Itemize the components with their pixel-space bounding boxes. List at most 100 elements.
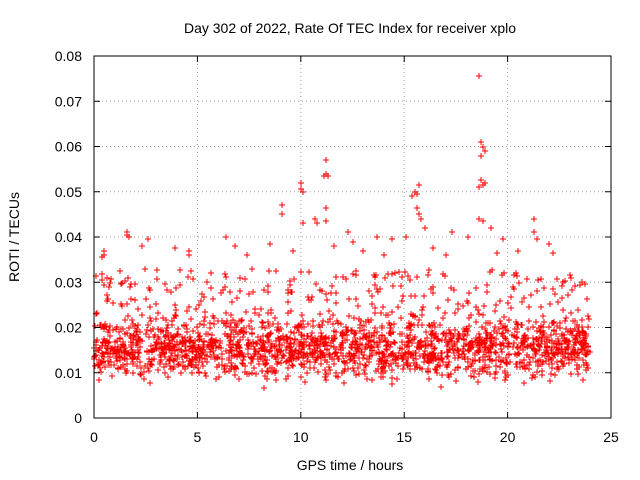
- data-point: [351, 352, 357, 358]
- data-point: [496, 354, 502, 360]
- data-point: [503, 336, 509, 342]
- data-point: [343, 353, 349, 359]
- data-point: [219, 362, 225, 368]
- data-point: [511, 272, 517, 278]
- data-point: [369, 301, 375, 307]
- data-point: [152, 342, 158, 348]
- data-point: [135, 306, 141, 312]
- data-point: [519, 299, 525, 305]
- data-point: [508, 305, 514, 311]
- data-point: [433, 367, 439, 373]
- data-point: [446, 327, 452, 333]
- data-point: [228, 337, 234, 343]
- data-point: [172, 302, 178, 308]
- data-point: [493, 363, 499, 369]
- data-point: [568, 310, 574, 316]
- data-point: [583, 352, 589, 358]
- data-point: [264, 357, 270, 363]
- data-point: [391, 321, 397, 327]
- data-point: [240, 334, 246, 340]
- data-point: [493, 357, 499, 363]
- data-point: [255, 334, 261, 340]
- data-point: [389, 375, 395, 381]
- data-point: [191, 342, 197, 348]
- data-point: [153, 316, 159, 322]
- data-point: [177, 267, 183, 273]
- data-point: [366, 288, 372, 294]
- data-point: [541, 319, 547, 325]
- data-point: [299, 312, 305, 318]
- data-point: [269, 353, 275, 359]
- data-point: [493, 336, 499, 342]
- data-point: [94, 310, 100, 316]
- data-point: [438, 384, 444, 390]
- data-point: [166, 337, 172, 343]
- data-point: [202, 370, 208, 376]
- data-point: [223, 274, 229, 280]
- data-point: [92, 363, 98, 369]
- data-point: [262, 325, 268, 331]
- data-point: [143, 331, 149, 337]
- data-point: [484, 289, 490, 295]
- data-point: [326, 364, 332, 370]
- data-point: [104, 275, 110, 281]
- data-point: [497, 298, 503, 304]
- data-point: [256, 312, 262, 318]
- data-point: [521, 295, 527, 301]
- data-point: [137, 359, 143, 365]
- data-point: [333, 274, 339, 280]
- data-point: [351, 315, 357, 321]
- data-point: [308, 334, 314, 340]
- data-point: [468, 373, 474, 379]
- data-point: [464, 332, 470, 338]
- data-point: [565, 292, 571, 298]
- data-point: [153, 301, 159, 307]
- data-point: [473, 335, 479, 341]
- data-point: [236, 376, 242, 382]
- data-point: [584, 296, 590, 302]
- data-point: [298, 269, 304, 275]
- data-point: [492, 308, 498, 314]
- data-point: [175, 362, 181, 368]
- data-point: [400, 366, 406, 372]
- data-point: [184, 308, 190, 314]
- data-point: [229, 299, 235, 305]
- data-point: [141, 369, 147, 375]
- data-point: [198, 298, 204, 304]
- data-point: [392, 270, 398, 276]
- data-point: [130, 370, 136, 376]
- data-point: [526, 304, 532, 310]
- data-point: [559, 295, 565, 301]
- data-point: [268, 330, 274, 336]
- data-point: [265, 289, 271, 295]
- data-point: [248, 318, 254, 324]
- data-point: [285, 365, 291, 371]
- data-point: [147, 304, 153, 310]
- data-point: [351, 331, 357, 337]
- data-point: [127, 284, 133, 290]
- data-point: [394, 376, 400, 382]
- data-point: [266, 268, 272, 274]
- data-point: [355, 303, 361, 309]
- data-point: [261, 287, 267, 293]
- data-point: [426, 376, 432, 382]
- data-point: [278, 360, 284, 366]
- data-point: [498, 321, 504, 327]
- data-point: [146, 368, 152, 374]
- data-point: [350, 271, 356, 277]
- data-point: [168, 289, 174, 295]
- data-point: [580, 357, 586, 363]
- data-point: [188, 316, 194, 322]
- data-point: [434, 370, 440, 376]
- data-point: [132, 297, 138, 303]
- data-point: [547, 378, 553, 384]
- data-point: [389, 381, 395, 387]
- data-point: [179, 334, 185, 340]
- data-point: [124, 330, 130, 336]
- data-point: [439, 372, 445, 378]
- data-point: [533, 351, 539, 357]
- data-point: [126, 325, 132, 331]
- data-point: [147, 380, 153, 386]
